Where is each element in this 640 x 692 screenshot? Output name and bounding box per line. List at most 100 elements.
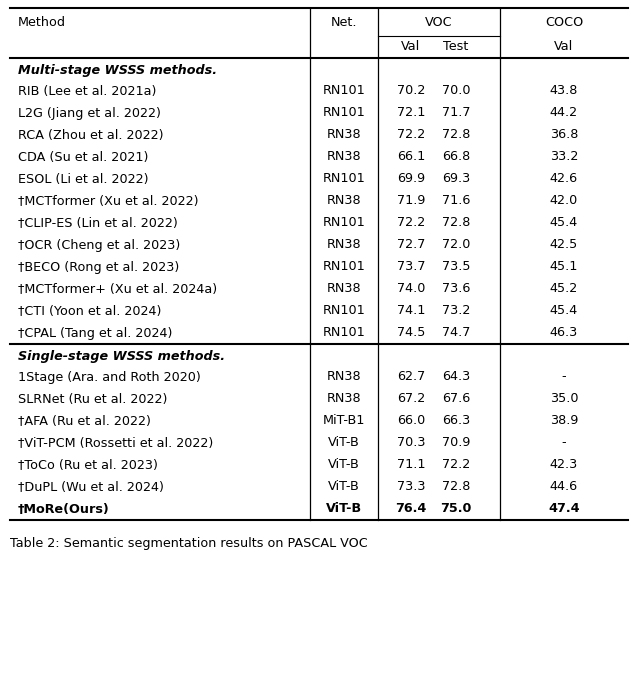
Text: †CLIP-ES (Lin et al. 2022): †CLIP-ES (Lin et al. 2022) xyxy=(18,217,178,230)
Text: 69.3: 69.3 xyxy=(442,172,470,185)
Text: -: - xyxy=(562,437,566,450)
Text: 66.1: 66.1 xyxy=(397,150,425,163)
Text: ESOL (Li et al. 2022): ESOL (Li et al. 2022) xyxy=(18,172,148,185)
Text: 70.3: 70.3 xyxy=(397,437,425,450)
Text: 66.3: 66.3 xyxy=(442,415,470,428)
Text: 73.7: 73.7 xyxy=(397,260,425,273)
Text: †MCTformer (Xu et al. 2022): †MCTformer (Xu et al. 2022) xyxy=(18,194,198,208)
Text: †MoRe(Ours): †MoRe(Ours) xyxy=(18,502,109,516)
Text: 72.8: 72.8 xyxy=(442,217,470,230)
Text: RIB (Lee et al. 2021a): RIB (Lee et al. 2021a) xyxy=(18,84,156,98)
Text: 43.8: 43.8 xyxy=(550,84,578,98)
Text: 76.4: 76.4 xyxy=(396,502,427,516)
Text: 42.3: 42.3 xyxy=(550,459,578,471)
Text: SLRNet (Ru et al. 2022): SLRNet (Ru et al. 2022) xyxy=(18,392,168,406)
Text: 74.7: 74.7 xyxy=(442,327,470,340)
Text: RN38: RN38 xyxy=(326,282,362,295)
Text: 74.5: 74.5 xyxy=(397,327,425,340)
Text: Multi-stage WSSS methods.: Multi-stage WSSS methods. xyxy=(18,64,217,77)
Text: 45.4: 45.4 xyxy=(550,304,578,318)
Text: RCA (Zhou et al. 2022): RCA (Zhou et al. 2022) xyxy=(18,129,163,141)
Text: 36.8: 36.8 xyxy=(550,129,578,141)
Text: Val: Val xyxy=(401,41,420,53)
Text: RN101: RN101 xyxy=(323,304,365,318)
Text: RN38: RN38 xyxy=(326,194,362,208)
Text: 35.0: 35.0 xyxy=(550,392,579,406)
Text: 71.6: 71.6 xyxy=(442,194,470,208)
Text: 72.2: 72.2 xyxy=(442,459,470,471)
Text: 45.2: 45.2 xyxy=(550,282,578,295)
Text: 72.2: 72.2 xyxy=(397,129,425,141)
Text: 44.2: 44.2 xyxy=(550,107,578,120)
Text: VOC: VOC xyxy=(425,15,453,28)
Text: RN38: RN38 xyxy=(326,239,362,251)
Text: 64.3: 64.3 xyxy=(442,370,470,383)
Text: 73.3: 73.3 xyxy=(397,480,425,493)
Text: 70.0: 70.0 xyxy=(442,84,470,98)
Text: RN38: RN38 xyxy=(326,370,362,383)
Text: 72.7: 72.7 xyxy=(397,239,425,251)
Text: 70.9: 70.9 xyxy=(442,437,470,450)
Text: †OCR (Cheng et al. 2023): †OCR (Cheng et al. 2023) xyxy=(18,239,180,251)
Text: 66.8: 66.8 xyxy=(442,150,470,163)
Text: 42.0: 42.0 xyxy=(550,194,578,208)
Text: 75.0: 75.0 xyxy=(440,502,472,516)
Text: 74.1: 74.1 xyxy=(397,304,425,318)
Text: 71.9: 71.9 xyxy=(397,194,425,208)
Text: 69.9: 69.9 xyxy=(397,172,425,185)
Text: Val: Val xyxy=(554,41,573,53)
Text: COCO: COCO xyxy=(545,15,583,28)
Text: RN101: RN101 xyxy=(323,107,365,120)
Text: †BECO (Rong et al. 2023): †BECO (Rong et al. 2023) xyxy=(18,260,179,273)
Text: 73.2: 73.2 xyxy=(442,304,470,318)
Text: 72.8: 72.8 xyxy=(442,129,470,141)
Text: 70.2: 70.2 xyxy=(397,84,425,98)
Text: 47.4: 47.4 xyxy=(548,502,580,516)
Text: †CPAL (Tang et al. 2024): †CPAL (Tang et al. 2024) xyxy=(18,327,172,340)
Text: 38.9: 38.9 xyxy=(550,415,578,428)
Text: 45.1: 45.1 xyxy=(550,260,578,273)
Text: 73.6: 73.6 xyxy=(442,282,470,295)
Text: RN101: RN101 xyxy=(323,327,365,340)
Text: 72.8: 72.8 xyxy=(442,480,470,493)
Text: 71.7: 71.7 xyxy=(442,107,470,120)
Text: 44.6: 44.6 xyxy=(550,480,578,493)
Text: †ViT-PCM (Rossetti et al. 2022): †ViT-PCM (Rossetti et al. 2022) xyxy=(18,437,213,450)
Text: ViT-B: ViT-B xyxy=(328,437,360,450)
Text: 72.2: 72.2 xyxy=(397,217,425,230)
Text: 74.0: 74.0 xyxy=(397,282,425,295)
Text: Table 2: Semantic segmentation results on PASCAL VOC: Table 2: Semantic segmentation results o… xyxy=(10,538,368,550)
Text: Single-stage WSSS methods.: Single-stage WSSS methods. xyxy=(18,349,225,363)
Text: RN38: RN38 xyxy=(326,392,362,406)
Text: 72.0: 72.0 xyxy=(442,239,470,251)
Text: 66.0: 66.0 xyxy=(397,415,425,428)
Text: †CTI (Yoon et al. 2024): †CTI (Yoon et al. 2024) xyxy=(18,304,161,318)
Text: 67.6: 67.6 xyxy=(442,392,470,406)
Text: 73.5: 73.5 xyxy=(442,260,470,273)
Text: L2G (Jiang et al. 2022): L2G (Jiang et al. 2022) xyxy=(18,107,161,120)
Text: 62.7: 62.7 xyxy=(397,370,425,383)
Text: 33.2: 33.2 xyxy=(550,150,578,163)
Text: Method: Method xyxy=(18,15,66,28)
Text: 71.1: 71.1 xyxy=(397,459,425,471)
Text: RN101: RN101 xyxy=(323,84,365,98)
Text: CDA (Su et al. 2021): CDA (Su et al. 2021) xyxy=(18,150,148,163)
Text: MiT-B1: MiT-B1 xyxy=(323,415,365,428)
Text: 1Stage (Ara. and Roth 2020): 1Stage (Ara. and Roth 2020) xyxy=(18,370,201,383)
Text: RN101: RN101 xyxy=(323,172,365,185)
Text: ViT-B: ViT-B xyxy=(328,480,360,493)
Text: RN38: RN38 xyxy=(326,129,362,141)
Text: RN101: RN101 xyxy=(323,260,365,273)
Text: 46.3: 46.3 xyxy=(550,327,578,340)
Text: 42.6: 42.6 xyxy=(550,172,578,185)
Text: ViT-B: ViT-B xyxy=(326,502,362,516)
Text: RN101: RN101 xyxy=(323,217,365,230)
Text: -: - xyxy=(562,370,566,383)
Text: ViT-B: ViT-B xyxy=(328,459,360,471)
Text: †AFA (Ru et al. 2022): †AFA (Ru et al. 2022) xyxy=(18,415,151,428)
Text: 72.1: 72.1 xyxy=(397,107,425,120)
Text: RN38: RN38 xyxy=(326,150,362,163)
Text: †MCTformer+ (Xu et al. 2024a): †MCTformer+ (Xu et al. 2024a) xyxy=(18,282,217,295)
Text: Test: Test xyxy=(444,41,468,53)
Text: Net.: Net. xyxy=(331,15,357,28)
